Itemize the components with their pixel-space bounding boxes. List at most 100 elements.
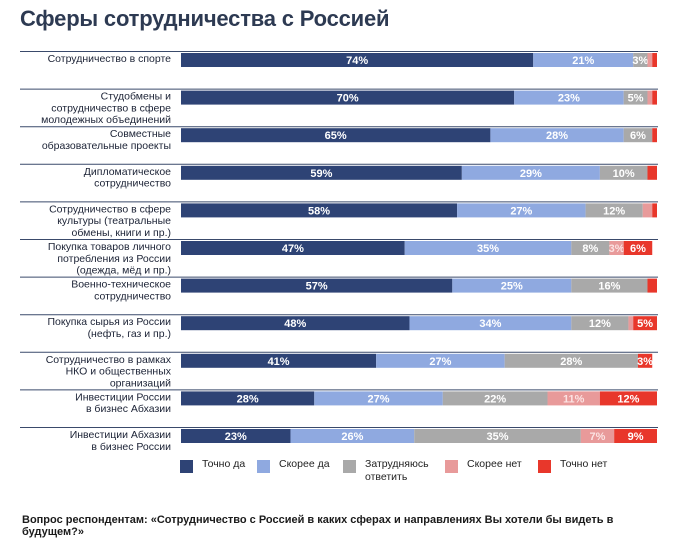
bar-segment — [652, 203, 657, 218]
data-label: 74% — [346, 55, 368, 67]
bar-segment — [647, 278, 657, 293]
bar-segment — [404, 241, 572, 255]
bar-segment — [181, 165, 462, 180]
bar-segment — [642, 203, 653, 218]
legend-label: Точно да — [202, 458, 246, 470]
category-label: Военно-техническое сотрудничество — [71, 279, 171, 303]
data-label: 26% — [341, 431, 363, 443]
category-label: Инвестиции Абхазии в бизнес России — [70, 429, 171, 453]
bar-segment — [609, 241, 624, 255]
data-label: 70% — [337, 93, 359, 105]
category-label: Сотрудничество в сфере культуры (театраль… — [49, 203, 171, 239]
bar-segment — [290, 429, 415, 443]
data-label: 11% — [563, 393, 585, 405]
category-label: Инвестиции России в бизнес Абхазии — [75, 391, 171, 415]
bar-segment — [181, 128, 491, 143]
legend-item: Скорее нет — [445, 458, 522, 473]
data-label: 41% — [268, 356, 290, 368]
legend-swatch — [445, 460, 458, 473]
data-label: 3% — [637, 356, 653, 368]
survey-question-footer: Вопрос респондентам: «Сотрудничество с Р… — [22, 514, 614, 538]
data-label: 27% — [429, 356, 451, 368]
data-label: 35% — [487, 431, 509, 443]
legend-label: Затрудняюсь ответить — [365, 458, 429, 483]
data-label: 28% — [560, 356, 582, 368]
bar-segment — [647, 165, 657, 180]
bar-segment — [633, 316, 657, 331]
legend-label: Скорее да — [279, 458, 330, 470]
bar-segment — [490, 128, 624, 143]
data-label: 3% — [609, 243, 625, 255]
legend-swatch — [180, 460, 193, 473]
bar-segment — [647, 90, 653, 105]
bar-segment — [580, 429, 615, 443]
bar-segment — [181, 241, 405, 255]
chart-legend: Точно да Скорее да Затрудняюсь ответить Ско… — [180, 458, 660, 494]
data-label: 35% — [477, 243, 499, 255]
data-label: 34% — [479, 318, 501, 330]
bar-segment — [181, 203, 458, 218]
data-label: 23% — [225, 431, 247, 443]
data-label: 9% — [628, 431, 644, 443]
category-label: Студобмены и сотрудничество в сфере молоде… — [41, 91, 171, 127]
bar-segment — [652, 90, 657, 105]
data-label: 27% — [510, 205, 532, 217]
category-label: Дипломатическое сотрудничество — [84, 166, 171, 190]
data-label: 28% — [546, 130, 568, 142]
category-label: Сотрудничество в рамках НКО и общественны… — [46, 354, 172, 390]
stacked-bar-chart: Сотрудничество в спорте 74% 21% 3% Студобмен… — [20, 51, 658, 453]
legend-label: Точно нет — [560, 458, 608, 470]
bar-segment — [571, 241, 610, 255]
bar-segment — [181, 353, 377, 368]
bar-segment — [181, 316, 410, 331]
data-label: 25% — [501, 281, 523, 293]
legend-item: Точно да — [180, 458, 245, 473]
data-label: 16% — [598, 281, 620, 293]
bar-segment — [533, 53, 634, 67]
legend-label: Скорее нет — [467, 458, 522, 470]
data-label: 12% — [617, 393, 639, 405]
data-label: 58% — [308, 205, 330, 217]
data-label: 23% — [558, 93, 580, 105]
bar-segment — [504, 353, 638, 368]
category-label: Покупка сырья из России (нефть, газ и пр.… — [47, 316, 171, 340]
bar-segment — [181, 278, 453, 293]
data-label: 57% — [306, 281, 328, 293]
bar-segment — [614, 429, 657, 443]
bar-segment — [442, 391, 548, 406]
data-label: 7% — [590, 431, 606, 443]
bar-segment — [628, 316, 634, 331]
data-label: 27% — [368, 393, 390, 405]
data-label: 65% — [325, 130, 347, 142]
bar-segment — [599, 391, 657, 406]
category-label: Совместные образовательные проекты — [42, 128, 171, 152]
data-label: 10% — [613, 168, 635, 180]
data-label: 21% — [572, 55, 594, 67]
bar-segment — [623, 90, 648, 105]
bar-segment — [181, 391, 315, 406]
bar-segment — [547, 391, 600, 406]
data-label: 3% — [632, 55, 648, 67]
bar-segment — [637, 353, 653, 368]
data-label: 6% — [630, 130, 646, 142]
legend-item: Затрудняюсь ответить — [343, 458, 437, 484]
data-label: 12% — [603, 205, 625, 217]
data-label: 48% — [284, 318, 306, 330]
bar-segment — [181, 90, 515, 105]
category-label: Сотрудничество в спорте — [48, 53, 172, 65]
bar-segment — [652, 128, 657, 143]
data-label: 6% — [630, 243, 646, 255]
legend-swatch — [257, 460, 270, 473]
bar-segment — [623, 241, 653, 255]
category-label: Покупка товаров личного потребления из Ро… — [48, 241, 171, 277]
bar-segment — [376, 353, 505, 368]
legend-item: Точно нет — [538, 458, 607, 473]
bar-segment — [181, 53, 534, 67]
bar-segment — [181, 429, 291, 443]
bar-segment — [599, 165, 648, 180]
data-label: 28% — [237, 393, 259, 405]
data-label: 29% — [520, 168, 542, 180]
legend-item: Скорее да — [257, 458, 330, 473]
bar-segment — [461, 165, 600, 180]
legend-swatch — [538, 460, 551, 473]
